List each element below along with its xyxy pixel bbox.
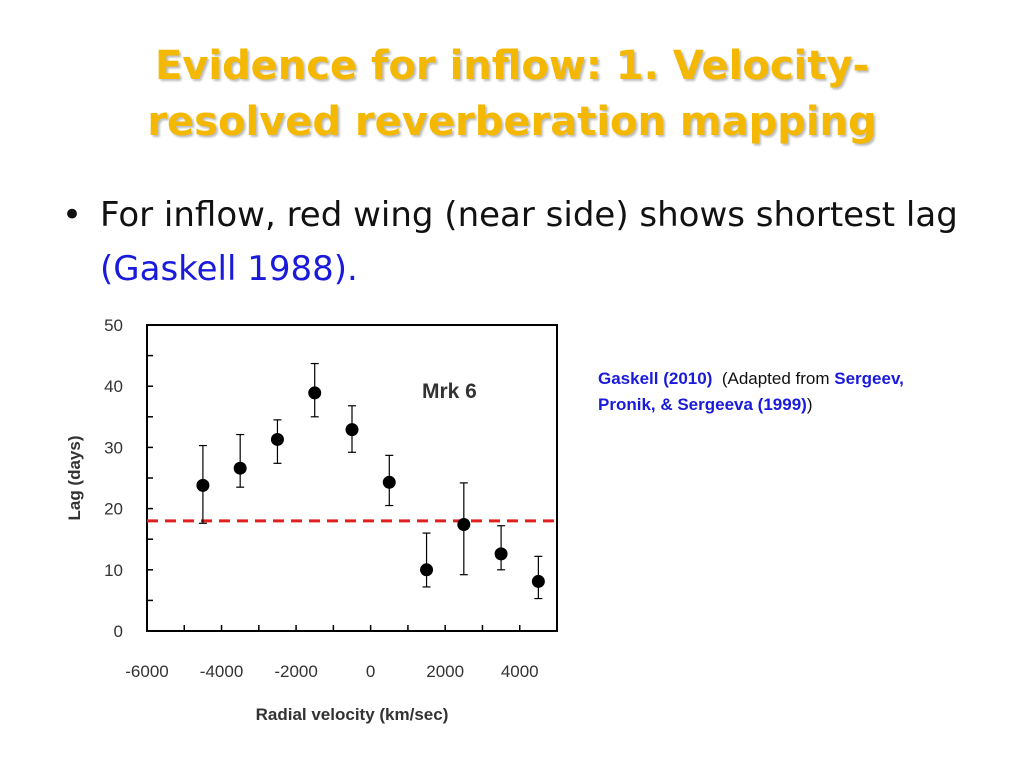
data-point	[308, 386, 322, 400]
data-point	[233, 461, 247, 475]
data-point-group	[531, 555, 545, 600]
reference-source: Sergeev, Pronik, & Sergeeva (1999)	[598, 369, 904, 414]
x-tick-label: 0	[366, 662, 375, 681]
x-tick-label: -2000	[274, 662, 317, 681]
data-point-group	[457, 482, 471, 576]
x-tick-label: 2000	[426, 662, 464, 681]
reference-note-close: )	[806, 395, 813, 414]
data-point	[196, 478, 210, 492]
data-point	[420, 563, 434, 577]
plot-frame	[146, 324, 558, 632]
data-points	[196, 362, 545, 600]
data-point	[531, 574, 545, 588]
chart-axes: -6000 -4000 -2000 0 2000 4000 0 10 20 30 40 50	[104, 316, 558, 681]
data-point-group	[494, 525, 508, 571]
y-tick-label: 40	[104, 377, 123, 396]
y-tick-label: 20	[104, 500, 123, 519]
bullet-statement: For inflow, red wing (near side) shows s…	[100, 195, 958, 235]
reference-note: Gaskell (2010) (Adapted from Sergeev, Pr…	[598, 366, 928, 418]
bullet-symbol: •	[62, 195, 83, 235]
data-point	[345, 423, 359, 437]
y-axis-label: Lag (days)	[65, 435, 84, 520]
slide-title: Evidence for inflow: 1. Velocity-resolve…	[147, 43, 877, 145]
data-point-group	[382, 454, 396, 507]
reference-note-open: (Adapted from	[721, 369, 835, 388]
data-point-group	[345, 405, 359, 453]
data-point	[494, 547, 508, 561]
data-point-group	[420, 532, 434, 588]
data-point-group	[308, 362, 322, 418]
bullet-point: • For inflow, red wing (near side) shows…	[62, 188, 982, 296]
data-point	[382, 475, 396, 489]
data-point-group	[196, 444, 210, 524]
y-tick-label: 50	[104, 316, 123, 335]
data-point-group	[233, 433, 247, 488]
y-tick-label: 0	[114, 622, 123, 641]
chart-annotation: Mrk 6	[422, 380, 477, 403]
bullet-citation: (Gaskell 1988).	[100, 249, 358, 289]
data-point	[270, 432, 284, 446]
data-point-group	[270, 419, 284, 464]
x-tick-label: 4000	[501, 662, 539, 681]
data-point	[457, 518, 471, 532]
x-tick-label: -4000	[200, 662, 243, 681]
y-tick-label: 10	[104, 561, 123, 580]
y-tick-label: 30	[104, 438, 123, 457]
x-axis-label: Radial velocity (km/sec)	[256, 705, 449, 724]
reference-primary: Gaskell (2010)	[598, 369, 713, 388]
bullet-text: For inflow, red wing (near side) shows s…	[100, 188, 982, 296]
x-tick-label: -6000	[125, 662, 168, 681]
